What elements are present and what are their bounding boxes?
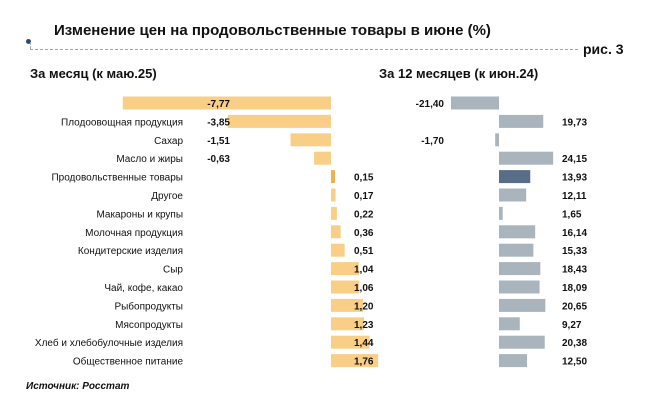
title-decoration-line [30, 42, 31, 49]
yearly-bar [495, 133, 499, 147]
yearly-bar [451, 96, 499, 110]
monthly-bar [314, 151, 331, 165]
yearly-value-label: 16,14 [562, 228, 587, 239]
category-label: Плодоовощная продукция [61, 117, 183, 128]
monthly-panel-title: За месяц (к маю.25) [30, 66, 157, 81]
monthly-value-label: 0,15 [354, 173, 374, 184]
monthly-value-label: -1,51 [207, 136, 230, 147]
monthly-bar [331, 206, 337, 220]
category-label: Сахар [154, 136, 183, 147]
monthly-value-label: 0,17 [354, 191, 374, 202]
category-label: Общественное питание [73, 356, 184, 368]
monthly-bar [331, 335, 370, 349]
yearly-bar [499, 280, 540, 294]
monthly-bar [331, 188, 336, 202]
yearly-bar [499, 354, 528, 368]
monthly-bar [331, 243, 345, 257]
monthly-value-label: 1,23 [354, 320, 374, 331]
yearly-value-label: 9,27 [562, 320, 582, 331]
monthly-bar [331, 170, 336, 184]
yearly-bar [499, 225, 536, 239]
category-label: Кондитерские изделия [78, 246, 183, 257]
yearly-value-label: 18,43 [562, 265, 587, 276]
monthly-bar [331, 262, 359, 276]
monthly-value-label: -0,63 [207, 154, 230, 165]
yearly-panel-title: За 12 месяцев (к июн.24) [379, 66, 539, 81]
category-label: Продовольственные товары [51, 173, 183, 184]
yearly-value-label: -21,40 [416, 99, 445, 110]
category-label: Масло и жиры [116, 154, 183, 165]
category-label: Мясопродукты [115, 320, 183, 331]
category-label: Молочная продукция [85, 228, 183, 239]
monthly-bar [331, 225, 341, 239]
yearly-value-label: 20,65 [562, 301, 587, 312]
yearly-value-label: 12,11 [562, 191, 587, 202]
yearly-bar [499, 170, 531, 184]
yearly-value-label: 19,73 [562, 117, 587, 128]
source-note: Источник: Росстат [26, 381, 130, 392]
yearly-bar [499, 298, 546, 312]
yearly-value-label: 12,50 [562, 357, 587, 368]
monthly-value-label: 1,76 [354, 357, 374, 368]
yearly-value-label: 15,33 [562, 246, 587, 257]
chart-title: Изменение цен на продовольственные товар… [54, 22, 491, 39]
category-label: Сыр [163, 265, 183, 276]
monthly-value-label: -3,85 [207, 117, 230, 128]
category-label: Хлеб и хлебобулочные изделия [35, 337, 183, 349]
category-label: Чай, кофе, какао [104, 282, 183, 294]
yearly-bar [499, 188, 527, 202]
yearly-value-label: 20,38 [562, 338, 587, 349]
yearly-value-label: 24,15 [562, 154, 587, 165]
category-label: Макароны и крупы [96, 209, 183, 220]
figure-label: рис. 3 [583, 41, 624, 57]
monthly-value-label: 0,51 [354, 246, 374, 257]
yearly-bar [499, 206, 503, 220]
category-label: Другое [151, 191, 183, 202]
monthly-bar [331, 354, 379, 368]
yearly-value-label: 18,09 [562, 283, 587, 294]
monthly-value-label: 1,04 [354, 265, 374, 276]
monthly-value-label: 1,44 [354, 338, 374, 349]
monthly-value-label: 1,20 [354, 301, 374, 312]
yearly-bar [499, 243, 534, 257]
monthly-value-label: -7,77 [207, 99, 230, 110]
title-decoration-dot [26, 39, 31, 44]
yearly-bar [499, 114, 544, 128]
title-underline [30, 49, 578, 50]
monthly-bar [227, 114, 331, 128]
monthly-value-label: 1,06 [354, 283, 374, 294]
yearly-bar [499, 317, 520, 331]
monthly-bar [331, 280, 360, 294]
yearly-value-label: 1,65 [562, 209, 582, 220]
monthly-value-label: 0,22 [354, 209, 374, 220]
yearly-value-label: -1,70 [421, 136, 444, 147]
monthly-value-label: 0,36 [354, 228, 374, 239]
yearly-value-label: 13,93 [562, 173, 587, 184]
yearly-bar [499, 335, 545, 349]
category-label: Рыбопродукты [114, 300, 183, 312]
monthly-bar [331, 298, 364, 312]
monthly-bar [331, 317, 364, 331]
monthly-bar [122, 96, 331, 110]
yearly-bar [499, 262, 541, 276]
monthly-bar [290, 133, 331, 147]
yearly-bar [499, 151, 554, 165]
